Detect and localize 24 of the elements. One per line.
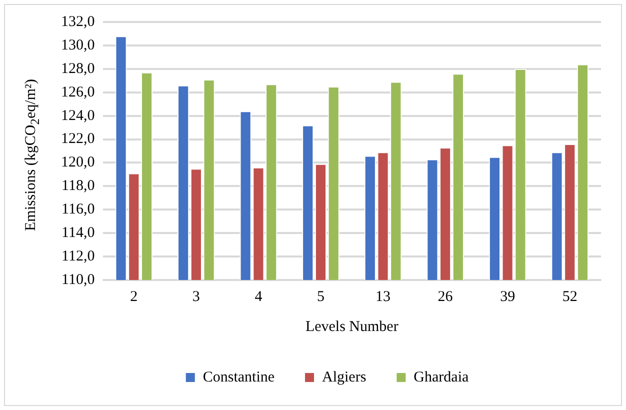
x-tick-label: 5 [316,288,324,305]
legend-label: Algiers [322,369,366,386]
legend-label: Constantine [202,369,275,386]
y-tick-label: 126,0 [61,84,95,100]
x-tick-label: 4 [254,288,263,305]
y-tick-label: 112,0 [62,248,95,264]
x-tick-label: 13 [376,288,391,305]
y-tick-label: 124,0 [61,108,95,124]
x-tick-label: 52 [562,288,578,305]
y-tick-label: 120,0 [61,154,95,171]
x-axis-title: Levels Number [305,318,398,335]
x-tick-label: 39 [500,288,516,305]
x-tick-label: 26 [438,288,454,305]
legend-label: Ghardaia [414,369,469,386]
y-tick-label: 118,0 [62,178,95,194]
y-tick-label: 128,0 [61,60,95,77]
y-tick-label: 132,0 [61,14,95,30]
y-tick-label: 122,0 [61,131,95,148]
y-tick-label: 116,0 [62,202,95,218]
y-tick-label: 114,0 [62,225,95,242]
x-tick-label: 2 [130,288,138,305]
y-tick-label: 110,0 [62,272,95,288]
x-tick-label: 3 [192,288,200,305]
y-tick-label: 130,0 [61,37,95,54]
